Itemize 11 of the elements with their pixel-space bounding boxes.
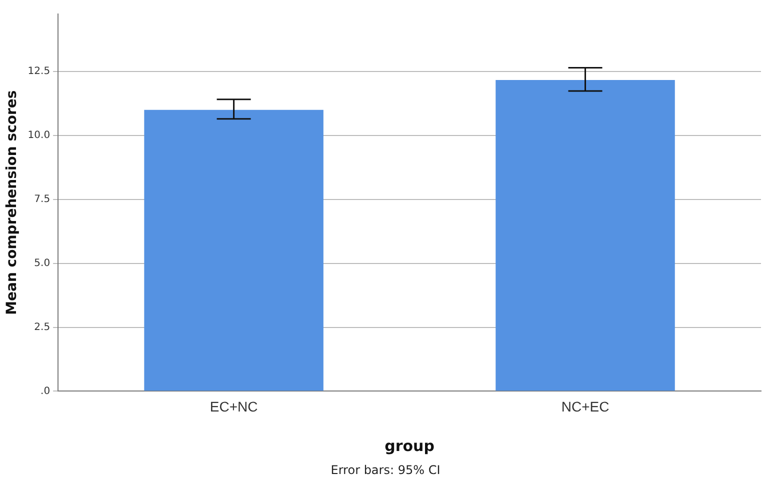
text: Error bars: 95% CI xyxy=(330,463,442,477)
y-tick-label: 12.5 xyxy=(28,66,50,78)
y-axis-title: Mean comprehension scores xyxy=(4,90,20,315)
x-axis-title: group xyxy=(384,436,435,455)
x-tick-label: NC+EC xyxy=(561,398,610,414)
y-tick-label: 2.5 xyxy=(34,322,50,333)
y-tick-label: 5.0 xyxy=(34,258,50,269)
y-tick-label: 7.5 xyxy=(34,194,50,205)
y-tick-label: .0 xyxy=(40,386,50,397)
x-tick-label: EC+NC xyxy=(210,398,258,414)
y-tick-label: 10.0 xyxy=(28,130,50,142)
